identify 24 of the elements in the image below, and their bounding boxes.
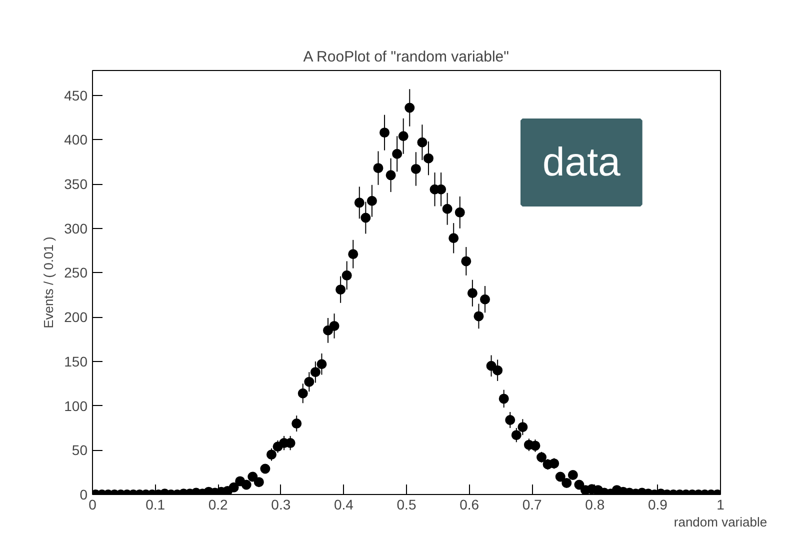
x-tick-label: 0.2 (208, 496, 228, 512)
y-tick-label: 400 (64, 132, 88, 148)
x-tick-label: 1 (716, 496, 725, 512)
x-axis-title: random variable (674, 514, 768, 530)
y-tick-label: 200 (64, 309, 88, 326)
y-tick-label: 250 (64, 264, 88, 281)
y-tick-label: 50 (72, 442, 88, 458)
y-tick-label: 450 (64, 87, 88, 104)
x-tick-label: 0.9 (648, 496, 668, 512)
x-tick-label: 0.6 (460, 496, 480, 512)
y-tick-label: 100 (64, 398, 88, 414)
y-tick-label: 350 (64, 176, 88, 192)
x-tick-label: 0.5 (396, 496, 416, 512)
annotation: data (542, 140, 622, 184)
x-tick-label: 0.8 (585, 496, 605, 512)
x-tick-label: 0.3 (271, 496, 291, 512)
y-tick-label: 150 (64, 353, 88, 370)
y-tick-label: 300 (64, 220, 88, 236)
chart-title: A RooPlot of "random variable" (303, 48, 509, 66)
x-tick-label: 0.1 (146, 496, 166, 512)
x-tick-label: 0.4 (334, 496, 354, 512)
x-tick-label: 0.7 (522, 496, 542, 512)
y-axis-title: Events / ( 0.01 ) (41, 236, 56, 328)
y-tick-label: 0 (80, 486, 88, 502)
